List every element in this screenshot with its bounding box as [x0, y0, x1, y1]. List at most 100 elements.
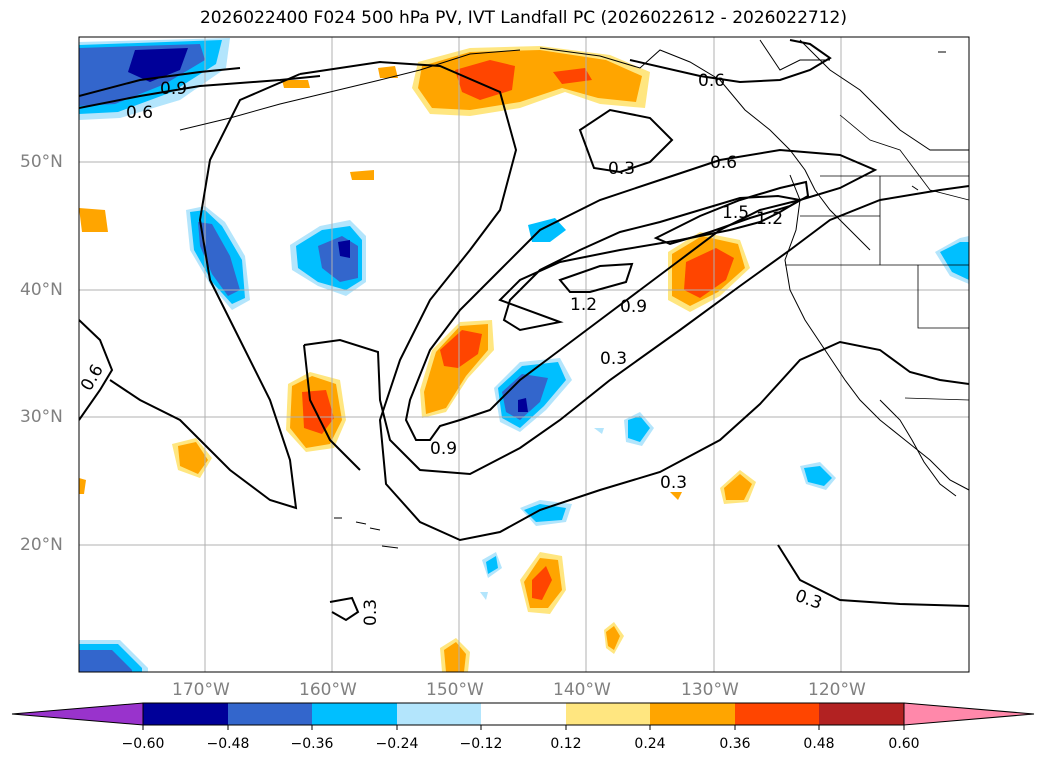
contour-0p3-north: [578, 108, 674, 174]
lon-label-140w: 140°W: [553, 680, 611, 700]
positive-anomaly-small-3: [350, 170, 374, 180]
coastline-canada: [799, 39, 969, 151]
contour-0p3-large: [299, 60, 969, 542]
coastline-baja: [879, 399, 957, 497]
contour-0p3-small: [329, 596, 360, 622]
contour-1p2: [498, 194, 803, 332]
contour-label-1p2-center: 1.2: [570, 295, 597, 315]
colorbar-label-7: 0.24: [634, 736, 666, 752]
contour-label-0p6-topright: 0.6: [698, 71, 725, 91]
positive-anomaly-west-edge: [79, 208, 108, 232]
colorbar-label-9: 0.48: [803, 736, 835, 752]
island-4: [381, 545, 399, 549]
colorbar-segment-7: [650, 703, 735, 725]
negative-anomaly-small-1: [528, 218, 566, 242]
contours: [79, 39, 969, 622]
positive-anomaly-small-4-core: [178, 442, 208, 474]
contour-label-0p9-topleft: 0.9: [160, 79, 187, 99]
negative-anomaly-small-7: [480, 592, 488, 600]
positive-anomaly-offshore-peak: [684, 248, 734, 298]
contour-1p2-inner: [558, 262, 634, 293]
positive-anomaly-small-2: [282, 80, 310, 88]
coastlines: [179, 39, 969, 497]
islands: [334, 51, 946, 549]
colorbar-segment-3: [312, 703, 397, 725]
contour-label-1p2-coast: 1.2: [756, 209, 783, 229]
negative-anomaly-southcentral-peak: [518, 398, 528, 412]
contour-topleft-0p6: [79, 75, 321, 109]
colorbar-segment-6: [566, 703, 650, 725]
lon-label-120w: 120°W: [808, 680, 866, 700]
island-6: [911, 185, 919, 191]
colorbar-label-1: −0.60: [121, 736, 165, 752]
contour-label-0p6-coast: 0.6: [710, 153, 737, 173]
contour-label-1p5: 1.5: [722, 203, 749, 223]
contour-0p3-south: [777, 544, 969, 607]
coastline-west-coast: [784, 174, 969, 491]
negative-anomaly-small-3: [594, 428, 604, 434]
colorbar-segment-8: [735, 703, 819, 725]
contour-label-0p9-center: 0.9: [620, 297, 647, 317]
colorbar-segment-5: [481, 703, 566, 725]
colorbar-segment-9: [819, 703, 904, 725]
positive-anomaly-gulf-alaska-peak: [455, 60, 515, 100]
colorbar: [11, 702, 1035, 730]
contour-label-0p6-topleft: 0.6: [126, 103, 153, 123]
negative-anomaly-small-2-core: [628, 416, 650, 442]
coastline-northeast: [759, 39, 830, 71]
positive-anomaly-small-9-core: [444, 642, 466, 672]
negative-anomaly-northwest-peak: [128, 48, 188, 82]
contour-label-0p3-north: 0.3: [608, 159, 635, 179]
island-3: [369, 527, 381, 531]
negative-anomaly-central-west-inner: [198, 222, 240, 296]
colorbar-label-2: −0.48: [206, 736, 250, 752]
contour-0p6-outer: [303, 185, 969, 476]
lon-label-150w: 150°W: [426, 680, 484, 700]
contour-0p3-west: [109, 73, 301, 510]
colorbar-segment-1: [143, 703, 228, 725]
lon-label-160w: 160°W: [299, 680, 357, 700]
colorbar-segment-4: [397, 703, 481, 725]
colorbar-label-10: 0.60: [888, 736, 920, 752]
positive-anomaly-small-1: [378, 66, 398, 78]
colorbar-extend-left: [11, 702, 144, 726]
shaded-fields: [79, 38, 969, 672]
gridlines: [79, 37, 969, 672]
map-title: 2026022400 F024 500 hPa PV, IVT Landfall…: [199, 8, 847, 28]
border-nv: [917, 265, 969, 329]
negative-anomaly-southwest-inner: [79, 650, 132, 672]
contour-outer-west: [79, 319, 114, 421]
positive-anomaly-small-6-core: [724, 474, 752, 500]
positive-anomaly-small-7: [670, 492, 682, 500]
lat-label-40n: 40°N: [20, 280, 63, 300]
positive-anomaly-central-peak: [440, 330, 482, 368]
contour-label-0p3-southeast: 0.3: [660, 473, 687, 493]
contour-label-0p3-southwest: 0.3: [361, 599, 381, 626]
contour-topleft-0p9: [79, 67, 241, 97]
border-us-mexico: [904, 397, 969, 401]
negative-anomaly-small-4-core: [804, 466, 832, 486]
positive-anomaly-gulf-alaska-peak2: [553, 68, 592, 84]
positive-anomaly-south-peak: [532, 566, 552, 600]
colorbar-label-4: −0.24: [375, 736, 419, 752]
contour-label-0p6-west: 0.6: [77, 361, 108, 394]
contour-topright-0p6: [629, 39, 832, 84]
colorbar-label-8: 0.36: [719, 736, 751, 752]
contour-1p5: [653, 180, 810, 246]
colorbar-label-5: −0.12: [459, 736, 503, 752]
contour-0p6-inner: [303, 344, 361, 471]
border-alaska-canada: [839, 114, 969, 201]
lat-label-30n: 30°N: [20, 407, 63, 427]
negative-anomaly-east-edge-core: [940, 242, 969, 280]
colorbar-label-6: 0.12: [550, 736, 582, 752]
positive-anomaly-small-5: [79, 478, 86, 494]
contour-0p9: [404, 148, 878, 441]
contour-label-0p3-center: 0.3: [600, 349, 627, 369]
lat-label-20n: 20°N: [20, 535, 63, 555]
map-frame: [78, 36, 970, 673]
lon-label-130w: 130°W: [681, 680, 739, 700]
colorbar-label-3: −0.36: [290, 736, 334, 752]
negative-anomaly-small-5-core: [524, 504, 566, 522]
negative-anomaly-small-6-core: [486, 556, 498, 574]
